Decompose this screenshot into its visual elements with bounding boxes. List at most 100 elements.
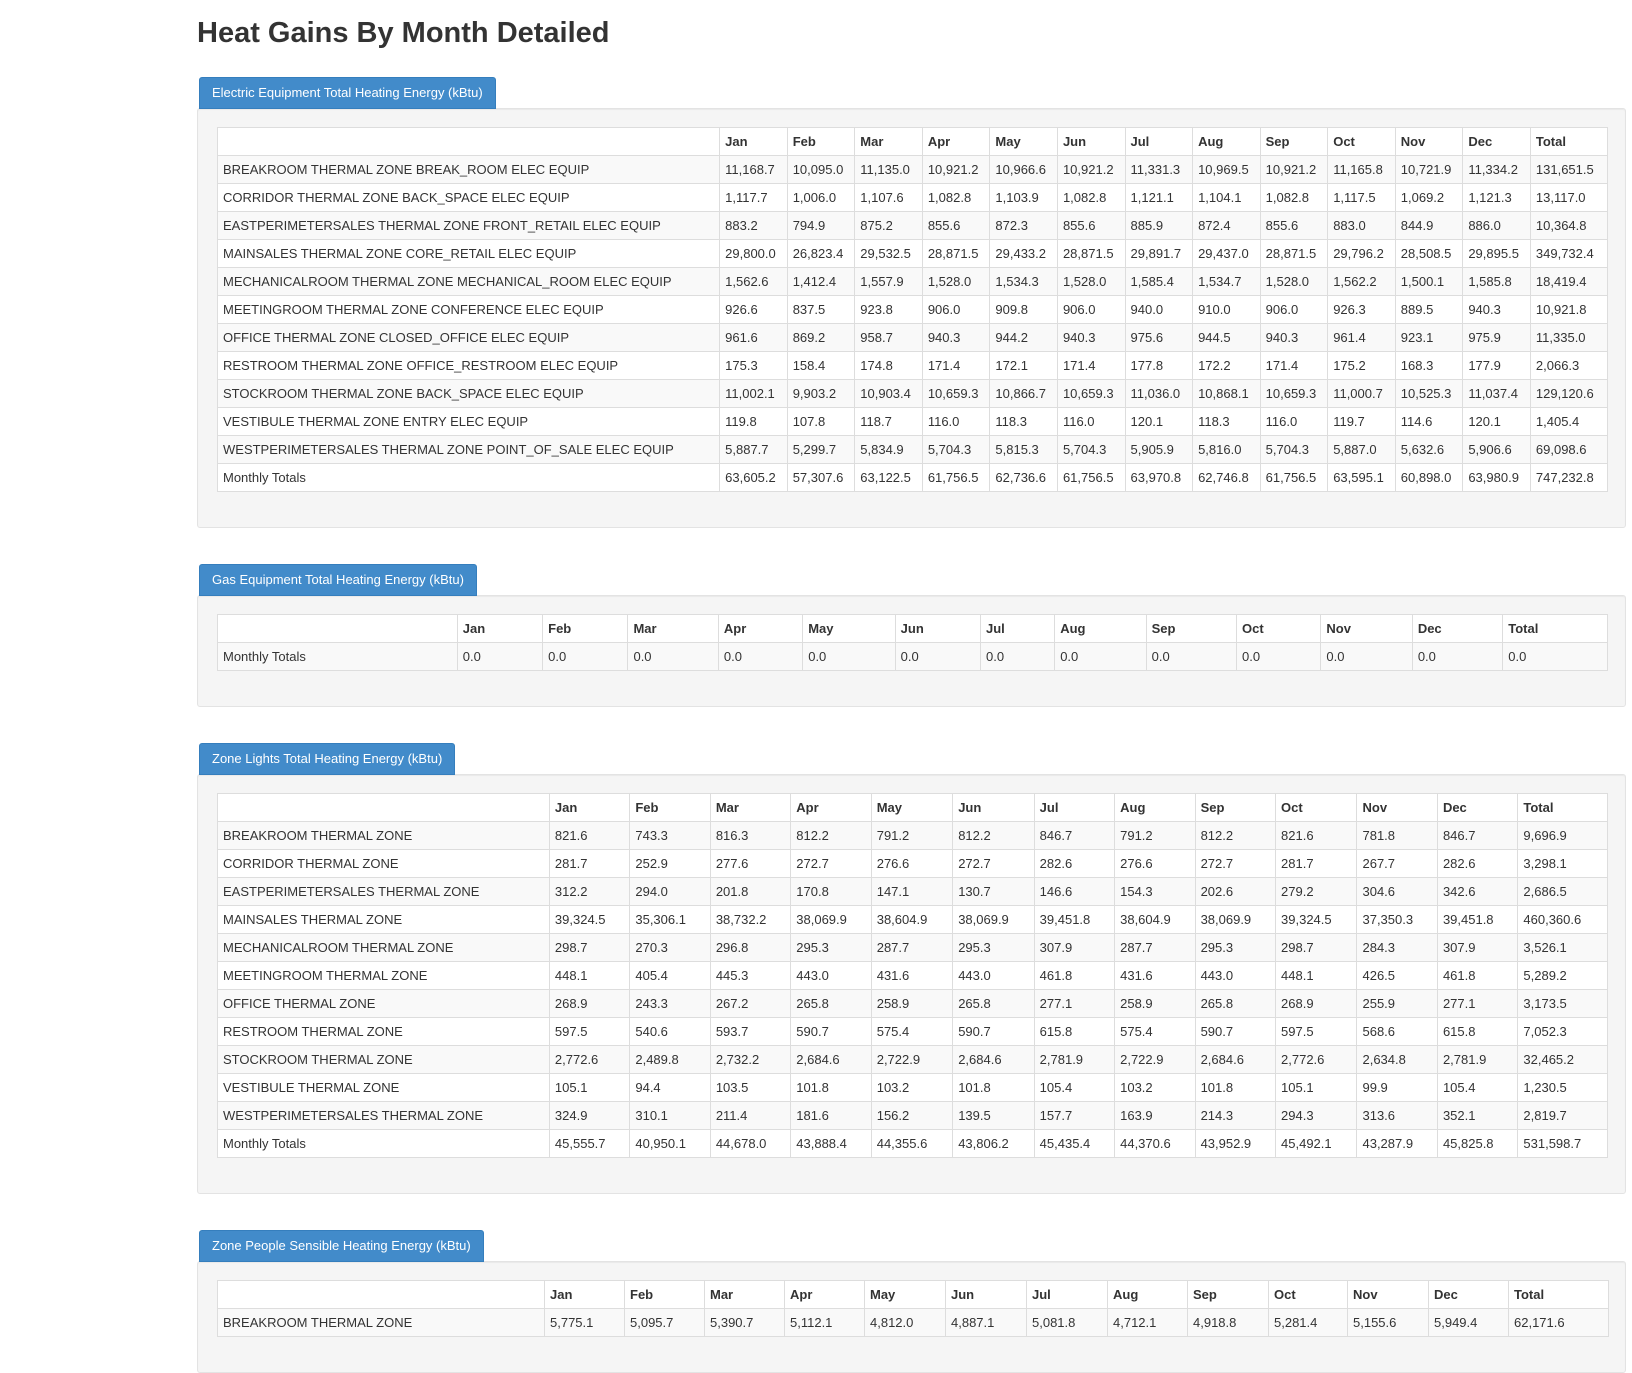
section-panel: Jan Feb Mar Apr May Jun Jul Aug Sep Oct Nov Dec Tota… <box>197 774 1626 1194</box>
table-cell: 28,871.5 <box>1056 239 1126 268</box>
table-row: MEETINGROOM THERMAL ZONE CONFERENCE ELEC… <box>216 295 1609 324</box>
table-cell: 1,107.6 <box>854 183 923 212</box>
table-cell: 43,806.2 <box>952 1129 1035 1158</box>
table-cell: 448.1 <box>548 961 631 990</box>
table-cell: 0.0 <box>1236 642 1322 671</box>
row-label: MECHANICALROOM THERMAL ZONE MECHANICAL_R… <box>216 267 721 296</box>
column-header: Feb <box>629 793 711 822</box>
table-cell: 154.3 <box>1114 877 1196 906</box>
table-row: WESTPERIMETERSALES THERMAL ZONE POINT_OF… <box>216 435 1609 464</box>
table-cell: 3,526.1 <box>1517 933 1608 962</box>
table-row: STOCKROOM THERMAL ZONE 2,772.6 2,489.8 2,73… <box>217 1045 1608 1074</box>
table-cell: 103.2 <box>870 1073 954 1102</box>
column-header: Jul <box>1026 1280 1108 1309</box>
section-tab[interactable]: Electric Equipment Total Heating Energy … <box>199 77 496 109</box>
table-cell: 118.7 <box>854 407 923 436</box>
table-header-row: Jan Feb Mar Apr May Jun Jul Aug Sep Oct Nov Dec Tota… <box>217 793 1608 822</box>
table-cell: 296.8 <box>709 933 792 962</box>
table-cell: 590.7 <box>790 1017 872 1046</box>
table-cell: 171.4 <box>1259 351 1329 380</box>
table-cell: 909.8 <box>989 295 1058 324</box>
table-cell: 1,103.9 <box>989 183 1058 212</box>
table-row: RESTROOM THERMAL ZONE OFFICE_RESTROOM EL… <box>216 351 1609 380</box>
table-cell: 2,781.9 <box>1436 1045 1519 1074</box>
table-cell: 5,155.6 <box>1347 1308 1429 1337</box>
table-cell: 906.0 <box>921 295 991 324</box>
column-header: Total <box>1529 127 1609 156</box>
table-cell: 7,052.3 <box>1517 1017 1608 1046</box>
table-cell: 146.6 <box>1033 877 1116 906</box>
table-cell: 147.1 <box>870 877 954 906</box>
table-cell: 906.0 <box>1056 295 1126 324</box>
column-header-name <box>217 793 550 822</box>
table-row: OFFICE THERMAL ZONE 268.9 243.3 267.2 265.8 2… <box>217 989 1608 1018</box>
table-cell: 129,120.6 <box>1529 379 1609 408</box>
section-tab[interactable]: Zone People Sensible Heating Energy (kBt… <box>199 1230 484 1262</box>
table-cell: 61,756.5 <box>1259 463 1329 492</box>
table-cell: 243.3 <box>629 989 711 1018</box>
table-cell: 844.9 <box>1394 211 1464 240</box>
table-row: MECHANICALROOM THERMAL ZONE MECHANICAL_R… <box>216 267 1609 296</box>
report-section: Zone Lights Total Heating Energy (kBtu) J… <box>197 743 1626 1194</box>
column-header: Feb <box>624 1280 705 1309</box>
table-cell: 119.8 <box>719 407 788 436</box>
column-header: Jun <box>945 1280 1027 1309</box>
table-cell: 11,002.1 <box>719 379 788 408</box>
table-cell: 313.6 <box>1356 1101 1438 1130</box>
table-cell: 279.2 <box>1275 877 1358 906</box>
table-cell: 5,704.3 <box>921 435 991 464</box>
table-cell: 202.6 <box>1194 877 1277 906</box>
table-cell: 1,082.8 <box>1056 183 1126 212</box>
table-cell: 258.9 <box>1114 989 1196 1018</box>
table-cell: 38,069.9 <box>790 905 872 934</box>
table-cell: 2,732.2 <box>709 1045 792 1074</box>
table-cell: 568.6 <box>1356 1017 1438 1046</box>
table-cell: 940.3 <box>1056 323 1126 352</box>
table-cell: 875.2 <box>854 211 923 240</box>
table-cell: 282.6 <box>1436 849 1519 878</box>
table-cell: 298.7 <box>548 933 631 962</box>
table-cell: 10,921.2 <box>921 155 991 184</box>
table-cell: 284.3 <box>1356 933 1438 962</box>
column-header: Mar <box>704 1280 785 1309</box>
column-header: Dec <box>1411 614 1504 643</box>
table-cell: 1,534.7 <box>1192 267 1261 296</box>
table-row: BREAKROOM THERMAL ZONE 5,775.1 5,095.7 5,39… <box>217 1308 1609 1337</box>
table-cell: 791.2 <box>1114 821 1196 850</box>
section-tab[interactable]: Gas Equipment Total Heating Energy (kBtu… <box>199 564 477 596</box>
totals-row: Monthly Totals 45,555.7 40,950.1 44,678.0 43… <box>217 1129 1608 1158</box>
table-cell: 62,171.6 <box>1508 1308 1609 1337</box>
table-cell: 2,066.3 <box>1529 351 1609 380</box>
table-cell: 2,489.8 <box>629 1045 711 1074</box>
table-cell: 103.5 <box>709 1073 792 1102</box>
table-cell: 5,632.6 <box>1394 435 1464 464</box>
table-cell: 0.0 <box>1054 642 1147 671</box>
table-cell: 940.3 <box>1462 295 1531 324</box>
table-cell: 62,736.6 <box>989 463 1058 492</box>
table-cell: 10,659.3 <box>921 379 991 408</box>
table-cell: 63,605.2 <box>719 463 788 492</box>
row-label: MECHANICALROOM THERMAL ZONE <box>217 933 550 962</box>
table-cell: 593.7 <box>709 1017 792 1046</box>
table-cell: 29,891.7 <box>1124 239 1194 268</box>
table-cell: 45,492.1 <box>1275 1129 1358 1158</box>
table-cell: 43,287.9 <box>1356 1129 1438 1158</box>
table-cell: 175.3 <box>719 351 788 380</box>
table-row: MECHANICALROOM THERMAL ZONE 298.7 270.3 296… <box>217 933 1608 962</box>
table-cell: 10,921.2 <box>1056 155 1126 184</box>
column-header: Jul <box>980 614 1056 643</box>
table-cell: 281.7 <box>1275 849 1358 878</box>
table-cell: 1,230.5 <box>1517 1073 1608 1102</box>
section-tab[interactable]: Zone Lights Total Heating Energy (kBtu) <box>199 743 456 775</box>
table-cell: 265.8 <box>790 989 872 1018</box>
table-cell: 11,000.7 <box>1327 379 1396 408</box>
table-cell: 11,168.7 <box>719 155 788 184</box>
row-label: Monthly Totals <box>216 463 721 492</box>
column-header: Jan <box>719 127 788 156</box>
column-header: Oct <box>1268 1280 1348 1309</box>
table-cell: 35,306.1 <box>629 905 711 934</box>
table-cell: 105.4 <box>1436 1073 1519 1102</box>
table-cell: 743.3 <box>629 821 711 850</box>
table-row: WESTPERIMETERSALES THERMAL ZONE 324.9 310.… <box>217 1101 1608 1130</box>
table-cell: 172.2 <box>1192 351 1261 380</box>
